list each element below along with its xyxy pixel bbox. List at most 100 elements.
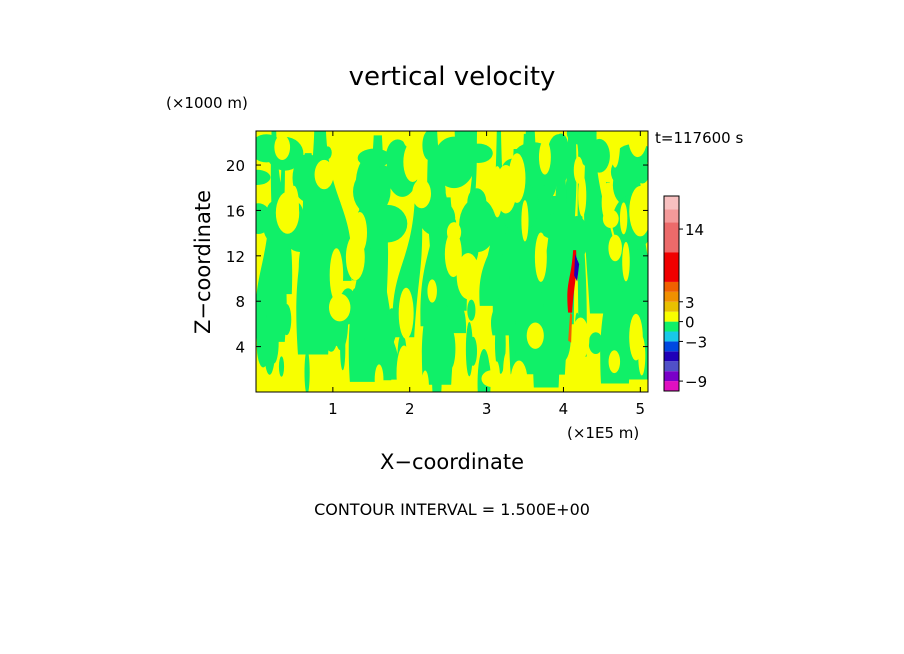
y-axis-label: Z−coordinate [191, 190, 215, 334]
y-tick-label: 4 [235, 339, 245, 357]
field-blob [588, 138, 610, 173]
field-blob [340, 327, 346, 371]
x-tick-label: 4 [559, 400, 569, 418]
plot-frame [255, 130, 649, 393]
field-blob [503, 352, 511, 392]
field-blob [521, 200, 529, 242]
field-blob [538, 139, 551, 175]
field-blob [494, 313, 506, 375]
field-blob [534, 232, 547, 282]
field-blob [602, 209, 619, 229]
field-blob [314, 159, 334, 190]
field-blob [444, 230, 462, 278]
field-blob [412, 178, 432, 209]
updraft-tail [568, 312, 573, 343]
y-tick-label: 12 [226, 248, 245, 266]
y-tick-label: 20 [226, 157, 245, 175]
colorbar-band [664, 371, 679, 382]
field-blob [375, 164, 392, 199]
field-blob [543, 282, 550, 333]
field-blob [495, 164, 517, 214]
colorbar-tick-label: 3 [685, 294, 695, 312]
colorbar-tick-label: −9 [685, 373, 707, 391]
field-blob [323, 146, 332, 160]
y-unit-label: (×1000 m) [166, 94, 248, 112]
field-blob [555, 311, 571, 362]
field-blob [615, 284, 624, 351]
y-axis: 4 8 12 16 20 [226, 157, 648, 357]
colorbar-band [664, 351, 679, 362]
field-blob [511, 302, 516, 371]
colorbar-band [664, 196, 679, 210]
field-blob [629, 185, 648, 237]
field-blob [366, 211, 380, 235]
field-blob [467, 299, 476, 321]
x-tick-label: 1 [328, 400, 338, 418]
field-blob [430, 176, 446, 207]
field-blob [638, 336, 646, 376]
field-blob [446, 222, 462, 243]
field-blob [635, 160, 648, 184]
x-tick-label: 3 [482, 400, 492, 418]
contour-interval-note: CONTOUR INTERVAL = 1.500E+00 [314, 500, 590, 519]
field-blob [355, 157, 380, 213]
field-blob [566, 131, 597, 146]
field-blob [546, 134, 571, 186]
x-unit-label: (×1E5 m) [567, 424, 639, 442]
field-blob [398, 287, 414, 339]
field-blob [427, 279, 437, 303]
field-blob [510, 360, 528, 392]
field-blob [422, 131, 436, 160]
colorbar-frame [663, 195, 680, 392]
field-streak [584, 138, 619, 314]
field-blob [438, 287, 443, 341]
colorbar-band [664, 331, 679, 342]
colorbar-band [664, 301, 679, 312]
field-blob [454, 131, 477, 158]
x-tick-label: 2 [405, 400, 415, 418]
x-axis: 1 2 3 4 5 [328, 131, 645, 418]
field-blob [588, 332, 603, 355]
field-blob [573, 156, 584, 184]
plot-area [256, 131, 648, 392]
colorbar-band [664, 209, 679, 223]
field-blob [608, 234, 622, 262]
colorbar-tick-label: 0 [685, 314, 695, 332]
field-blob [610, 155, 645, 189]
field-blob [627, 131, 648, 158]
colorbar: −9 −30 3 14 [663, 195, 707, 392]
field-blob [269, 320, 279, 364]
field-blob [386, 308, 397, 343]
field-blob [526, 322, 544, 349]
field-blob [578, 174, 587, 217]
field-blob [432, 350, 442, 392]
colorbar-band [664, 361, 679, 372]
field-blob [329, 248, 344, 302]
field-blob [396, 345, 412, 392]
y-tick-label: 8 [235, 293, 245, 311]
x-axis-label: X−coordinate [380, 450, 524, 474]
y-tick-label: 16 [226, 202, 245, 220]
downdraft-core [574, 254, 580, 282]
colorbar-band [664, 321, 679, 332]
field-blob [456, 252, 480, 300]
field-blob [366, 336, 375, 365]
field-blob [278, 356, 285, 377]
field-blob [328, 293, 351, 322]
colorbar-band [664, 281, 679, 292]
colorbar-band [664, 222, 679, 253]
field-blob [324, 320, 338, 352]
colorbar-band [664, 311, 679, 322]
field-blob [608, 350, 621, 374]
colorbar-tick-label: −3 [685, 333, 707, 351]
field-blob [610, 131, 621, 168]
field-blob [281, 304, 292, 336]
field-blob [403, 141, 422, 182]
colorbar-band [664, 381, 679, 391]
field-blob [352, 212, 368, 254]
field-blob [374, 364, 384, 392]
field-blob [275, 191, 300, 234]
colorbar-band [664, 252, 679, 282]
field-blob [445, 328, 456, 369]
